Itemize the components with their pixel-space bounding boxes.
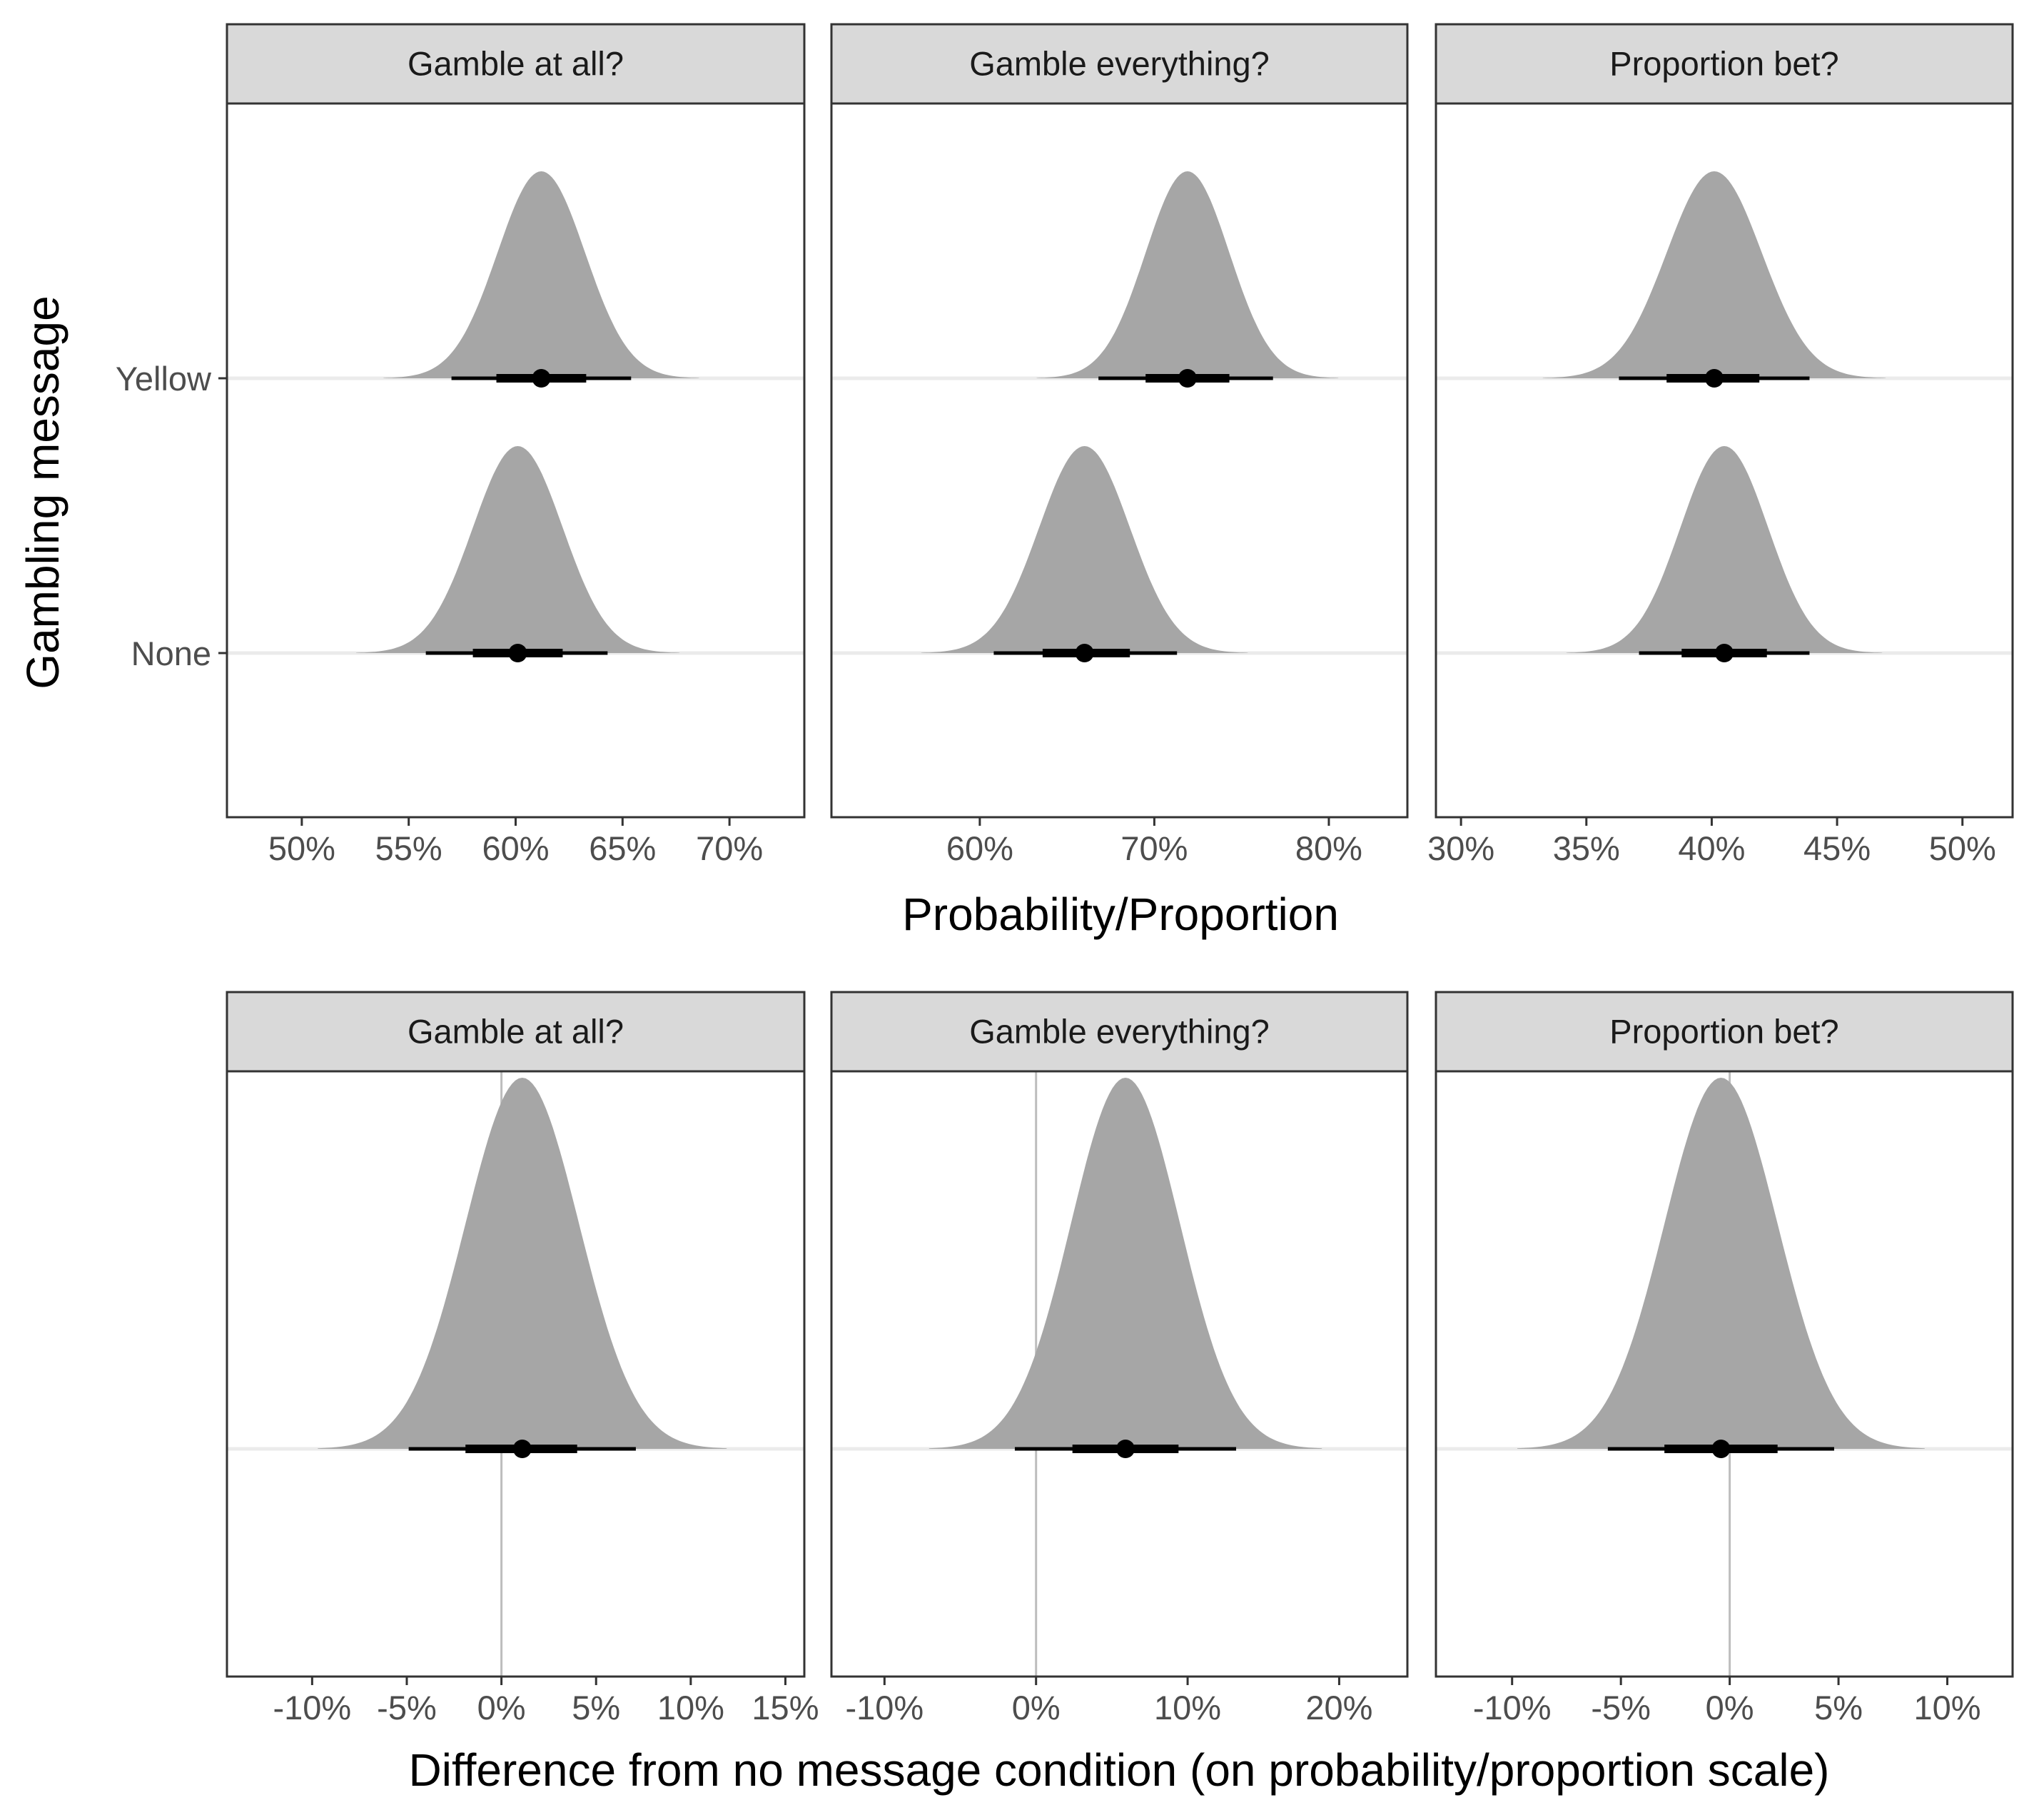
x-tick-label: -10% — [845, 1689, 924, 1727]
facet-strip — [226, 991, 806, 1073]
panel-border — [1435, 102, 2014, 819]
x-tick-label: 10% — [657, 1689, 724, 1727]
x-axis-title-top: Probability/Proportion — [902, 889, 1339, 940]
x-tick-label: 20% — [1305, 1689, 1372, 1727]
y-tick-label: None — [131, 635, 211, 672]
facet-strip — [1435, 23, 2014, 105]
facet-panel-top-1: Gamble at all? 50% 55% 60% 65% 70% Yellow None — [116, 23, 806, 867]
facet-strip-label: Gamble everything? — [969, 1013, 1270, 1051]
facet-strip-label: Gamble at all? — [408, 45, 624, 83]
median-point — [1075, 644, 1094, 662]
x-tick-label: 5% — [572, 1689, 620, 1727]
median-point — [1704, 369, 1724, 388]
x-tick-label: 10% — [1154, 1689, 1221, 1727]
x-axis-title-bottom: Difference from no message condition (on… — [409, 1744, 1830, 1796]
median-point — [1115, 1440, 1135, 1458]
x-tick-label: 50% — [268, 829, 335, 867]
x-tick-label: 5% — [1814, 1689, 1863, 1727]
panel-border — [1435, 1070, 2014, 1678]
y-axis-title-top: Gambling message — [17, 295, 69, 689]
x-tick-label: 35% — [1553, 829, 1620, 867]
posterior-density-none — [356, 446, 679, 653]
x-tick-label: 0% — [477, 1689, 526, 1727]
x-tick-label: -10% — [1473, 1689, 1552, 1727]
median-point — [1711, 1440, 1731, 1458]
x-tick-label: 40% — [1678, 829, 1745, 867]
posterior-density-yellow — [383, 171, 699, 378]
facet-strip-label: Proportion bet? — [1609, 45, 1838, 83]
x-tick-label: -5% — [377, 1689, 437, 1727]
x-tick-label: 60% — [946, 829, 1013, 867]
x-tick-label: 70% — [1120, 829, 1188, 867]
x-tick-label: -10% — [273, 1689, 351, 1727]
panel-border — [226, 1070, 806, 1678]
x-tick-label: 70% — [696, 829, 763, 867]
panel-background — [831, 103, 1407, 817]
x-tick-label: 30% — [1427, 829, 1494, 867]
x-tick-label: 10% — [1913, 1689, 1980, 1727]
facet-strip-label: Gamble at all? — [408, 1013, 624, 1051]
posterior-density-yellow — [1036, 171, 1339, 378]
facet-strip — [226, 23, 806, 105]
y-tick-label: Yellow — [116, 360, 212, 398]
x-tick-label: 80% — [1295, 829, 1362, 867]
median-point — [532, 369, 551, 388]
x-tick-label: -5% — [1591, 1689, 1651, 1727]
median-point — [512, 1440, 532, 1458]
x-tick-label: 65% — [589, 829, 656, 867]
posterior-density — [929, 1078, 1322, 1449]
panels-layer: Gamble at all?50% 55% 60% 65% 70%YellowNoneG… — [116, 23, 2014, 1727]
x-tick-label: 60% — [482, 829, 549, 867]
facet-strip — [1435, 991, 2014, 1073]
facet-panel-bottom-2: Gamble everything? -10% 0% 10% 20% — [830, 991, 1409, 1727]
x-tick-label: 0% — [1706, 1689, 1754, 1727]
facet-strip — [830, 991, 1409, 1073]
median-point — [1178, 369, 1197, 388]
facet-strip-label: Proportion bet? — [1609, 1013, 1838, 1051]
facet-panel-bottom-3: Proportion bet? -10% -5% 0% 5% 10% — [1435, 991, 2014, 1727]
facet-strip-label: Gamble everything? — [969, 45, 1270, 83]
x-tick-label: 0% — [1012, 1689, 1061, 1727]
x-tick-label: 50% — [1929, 829, 1996, 867]
x-tick-label: 55% — [375, 829, 442, 867]
facet-panel-top-2: Gamble everything? 60% 70% 80% — [830, 23, 1409, 867]
facet-panel-top-3: Proportion bet? 30% 35% 40% 45% 50% — [1427, 23, 2014, 867]
x-tick-label: 15% — [752, 1689, 819, 1727]
panel-border — [830, 102, 1409, 819]
posterior-density-yellow — [1542, 171, 1886, 378]
facet-strip — [830, 23, 1409, 105]
posterior-density — [1517, 1078, 1925, 1449]
median-point — [1715, 644, 1734, 662]
median-point — [508, 644, 527, 662]
x-tick-label: 45% — [1803, 829, 1871, 867]
posterior-density-none — [1566, 446, 1883, 653]
panel-border — [830, 1070, 1409, 1678]
posterior-density-none — [921, 446, 1248, 653]
posterior-density — [318, 1078, 727, 1449]
facet-panel-bottom-1: Gamble at all? -10% -5% 0% 5% 10% 15% — [226, 991, 819, 1727]
